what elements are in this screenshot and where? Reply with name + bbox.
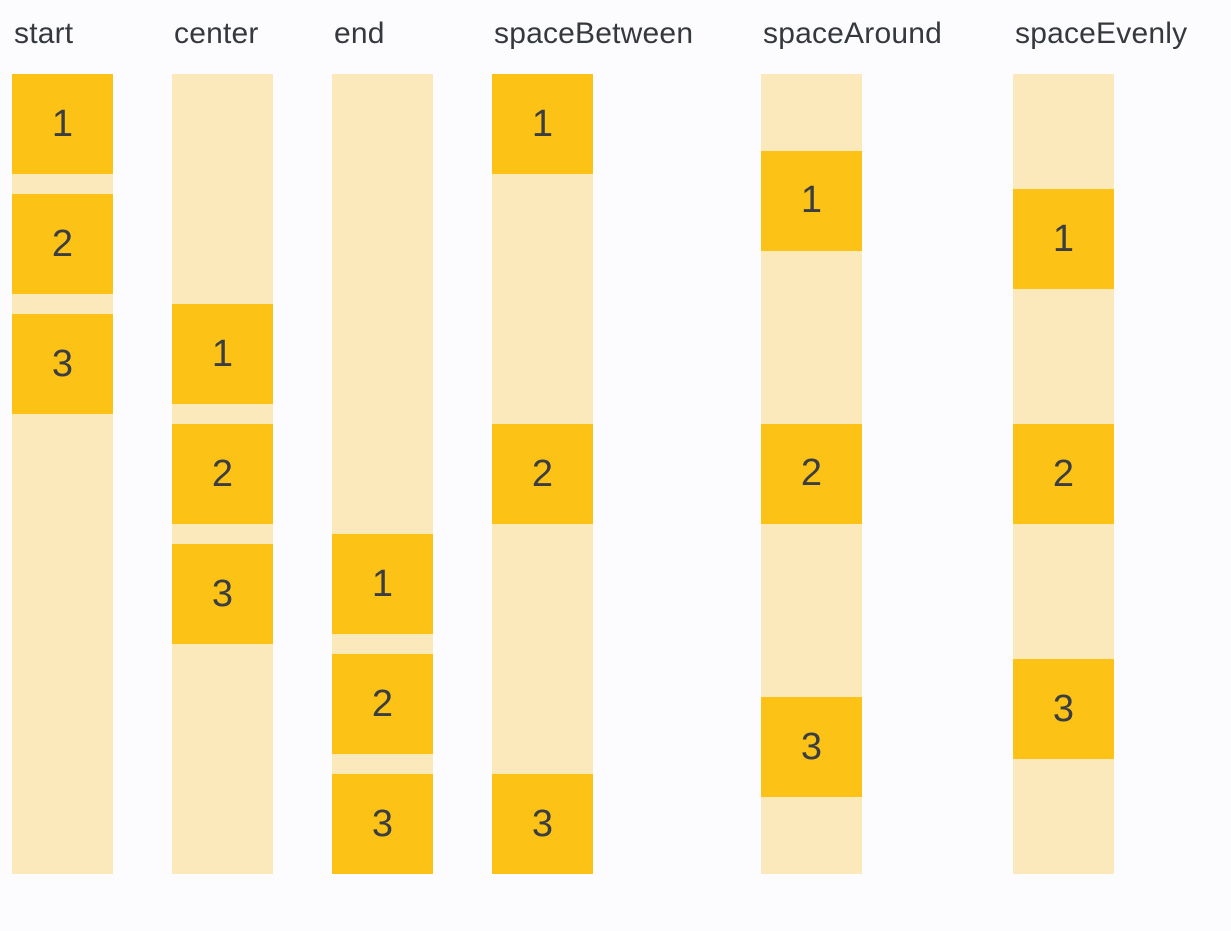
- flex-track: 1 2 3: [761, 74, 862, 874]
- flex-item: 3: [12, 314, 113, 414]
- column-label: spaceBetween: [494, 17, 694, 50]
- column-center: center 1 2 3: [172, 0, 273, 874]
- column-label: spaceEvenly: [1015, 17, 1188, 50]
- column-start: start 1 2 3: [12, 0, 113, 874]
- flex-track: 1 2 3: [332, 74, 433, 874]
- column-label: center: [174, 17, 259, 50]
- flex-item: 3: [492, 774, 593, 874]
- flex-item: 3: [761, 697, 862, 798]
- flex-item: 2: [1013, 424, 1114, 524]
- flex-item: 3: [332, 774, 433, 874]
- flex-track: 1 2 3: [172, 74, 273, 874]
- flex-item: 1: [12, 74, 113, 174]
- flex-item: 3: [172, 544, 273, 644]
- flex-item: 1: [332, 534, 433, 634]
- flex-item: 1: [761, 150, 862, 251]
- column-space-around: spaceAround 1 2 3: [761, 0, 942, 874]
- flex-item: 2: [12, 194, 113, 294]
- flex-item: 2: [761, 423, 862, 524]
- flex-item: 2: [492, 424, 593, 524]
- flex-item: 2: [332, 654, 433, 754]
- flex-item: 1: [172, 304, 273, 404]
- flex-item: 1: [492, 74, 593, 174]
- flex-track: 1 2 3: [492, 74, 593, 874]
- column-label: start: [14, 17, 74, 50]
- flex-track: 1 2 3: [12, 74, 113, 874]
- flex-item: 3: [1013, 659, 1114, 759]
- flex-item: 2: [172, 424, 273, 524]
- flex-track: 1 2 3: [1013, 74, 1114, 874]
- flex-item: 1: [1013, 189, 1114, 289]
- column-space-between: spaceBetween 1 2 3: [492, 0, 694, 874]
- column-label: end: [334, 17, 385, 50]
- column-label: spaceAround: [763, 17, 942, 50]
- column-end: end 1 2 3: [332, 0, 433, 874]
- column-space-evenly: spaceEvenly 1 2 3: [1013, 0, 1188, 874]
